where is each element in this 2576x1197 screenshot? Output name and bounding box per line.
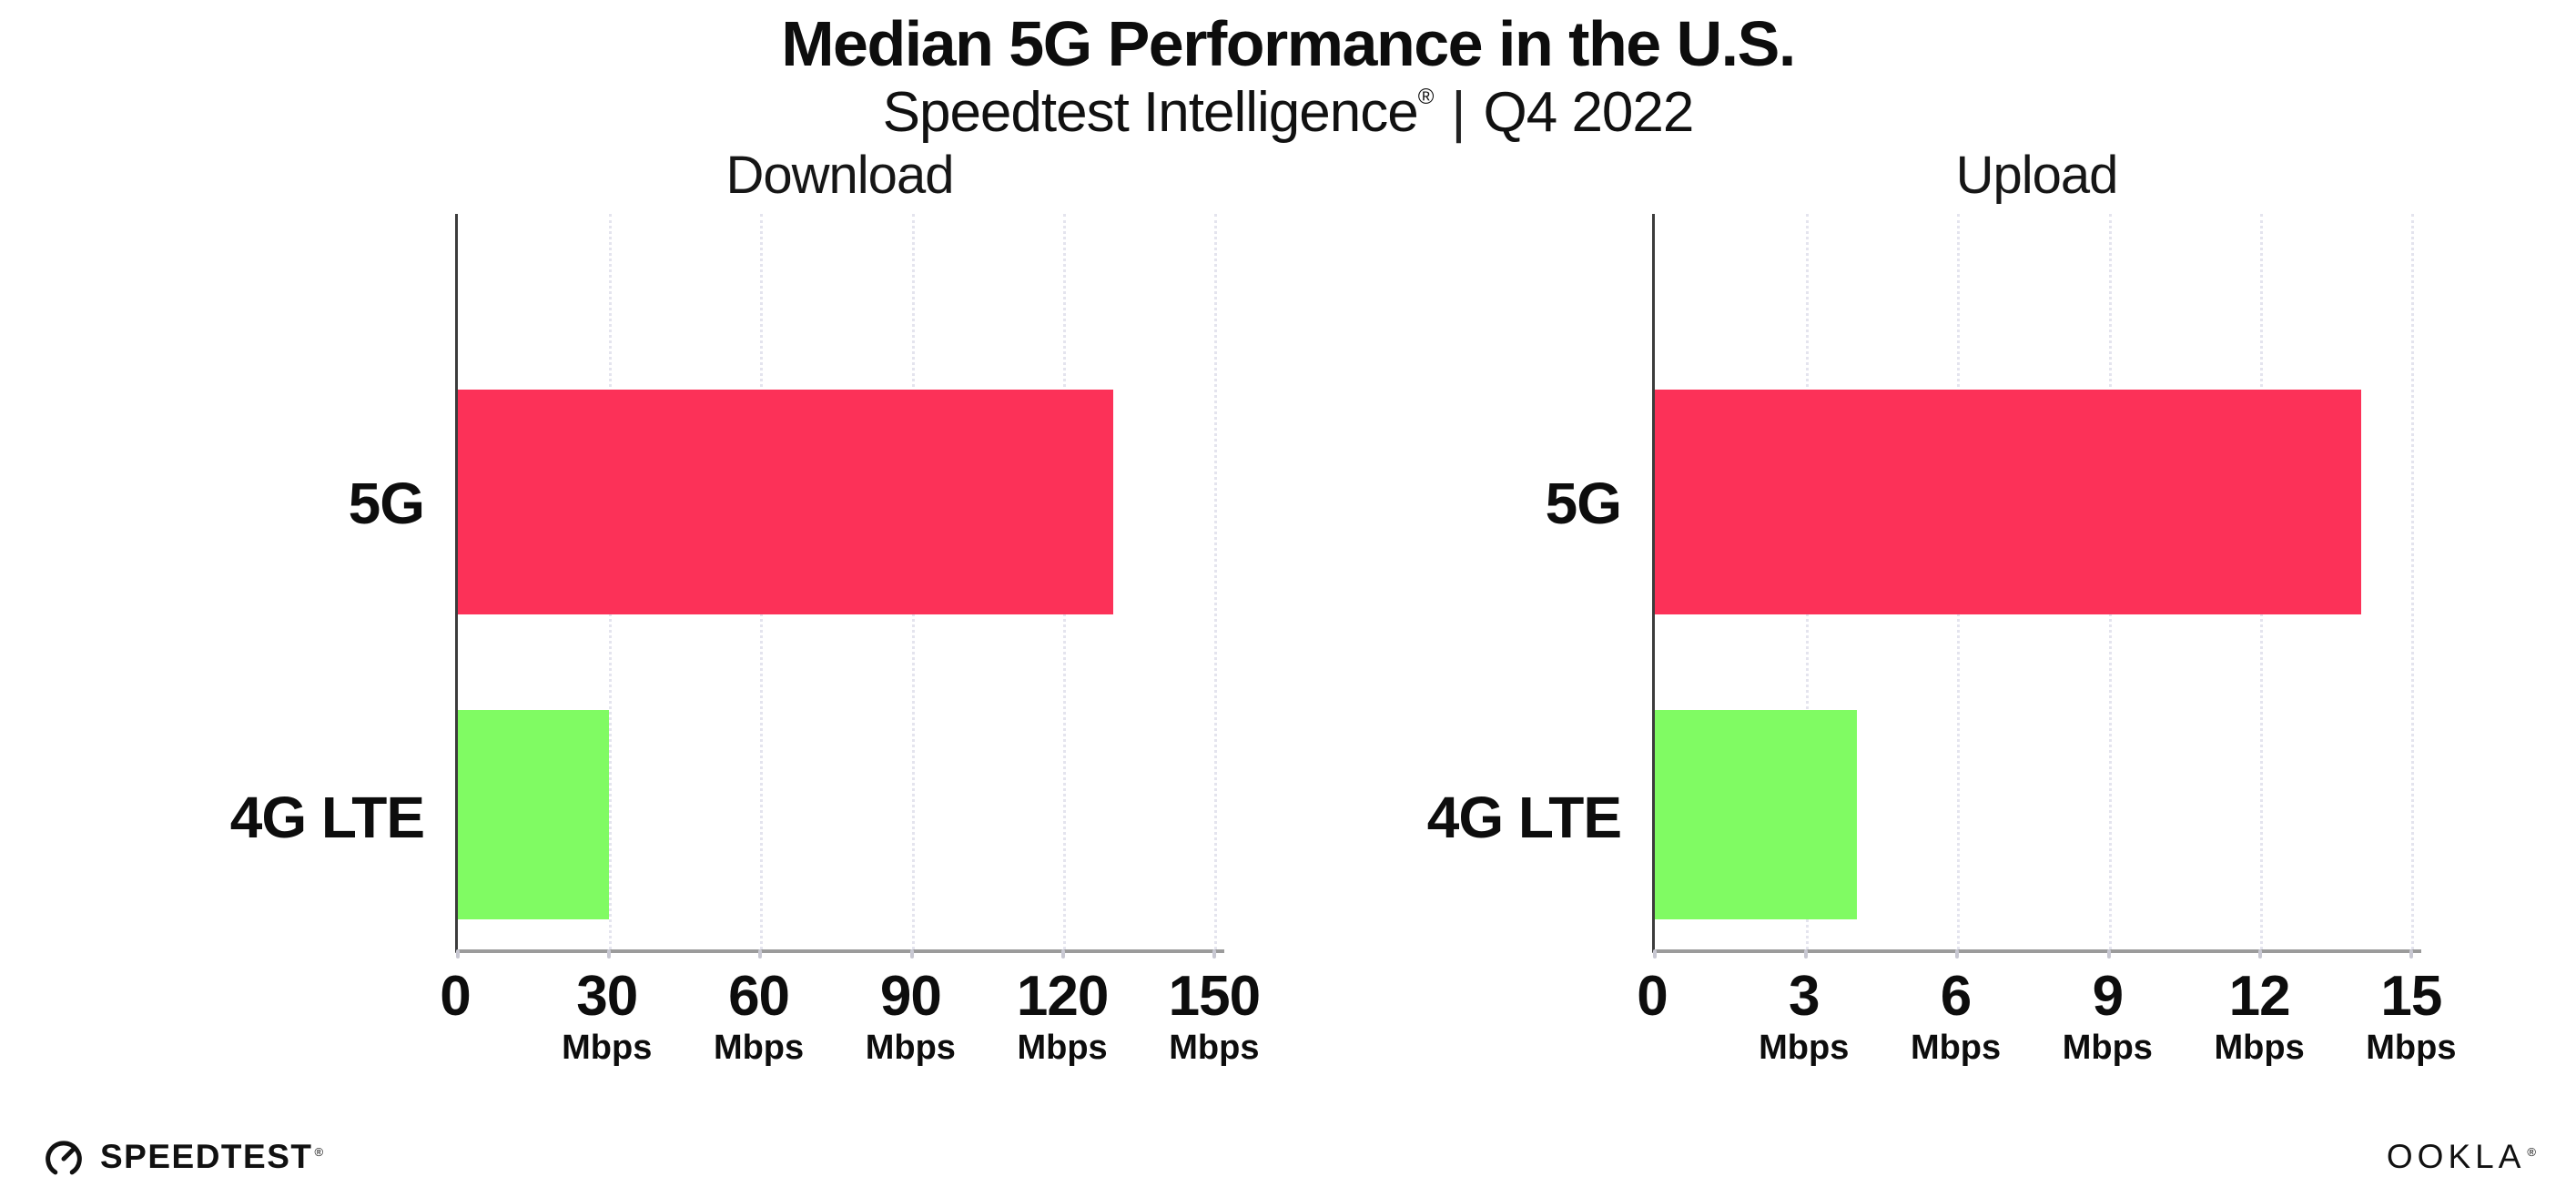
- x-tick-label: 0: [1637, 964, 1668, 1028]
- x-tick-label: 3 Mbps: [1759, 964, 1850, 1069]
- bar-4g-lte: [1655, 709, 1857, 920]
- x-tick-unit: Mbps: [865, 1028, 956, 1067]
- category-label-5g: 5G: [348, 471, 425, 537]
- axis-tick: [758, 948, 763, 959]
- x-tick-value: 60: [728, 964, 790, 1028]
- y-axis-labels: 5G 4G LTE: [1352, 214, 1652, 953]
- x-tick-label: 150 Mbps: [1168, 964, 1261, 1069]
- speedtest-logo: SPEEDTEST ®: [40, 1133, 323, 1181]
- x-tick-label: 6 Mbps: [1910, 964, 2002, 1069]
- axis-tick: [2257, 948, 2262, 959]
- ookla-registered-mark: ®: [2527, 1145, 2536, 1159]
- x-tick-value: 0: [440, 964, 471, 1028]
- axis-tick: [1955, 948, 1960, 959]
- x-tick-label: 0: [440, 964, 471, 1028]
- speedtest-registered-mark: ®: [314, 1145, 324, 1159]
- chart-download: Download 5G 4G LTE 0 30 Mbps 60 Mbps 90 Mbps 120…: [155, 145, 1261, 1124]
- gridline: [1213, 213, 1217, 949]
- axis-tick: [607, 948, 612, 959]
- ookla-logo: OOKLA ®: [2387, 1138, 2536, 1176]
- x-tick-unit: Mbps: [2214, 1028, 2305, 1067]
- charts-row: Download 5G 4G LTE 0 30 Mbps 60 Mbps 90 Mbps 120…: [0, 145, 2576, 1124]
- x-tick-unit: Mbps: [2062, 1028, 2153, 1067]
- bar-4g-lte: [458, 709, 610, 920]
- axis-tick: [1804, 948, 1809, 959]
- plot-area-upload: [1652, 213, 2421, 959]
- category-label-4g-lte: 4G LTE: [229, 785, 425, 851]
- bar-5g: [458, 390, 1114, 614]
- footer: SPEEDTEST ® OOKLA ®: [0, 1133, 2576, 1181]
- x-tick-value: 150: [1168, 964, 1261, 1028]
- x-tick-label: 15 Mbps: [2366, 964, 2457, 1069]
- x-tick-label: 9 Mbps: [2062, 964, 2153, 1069]
- x-tick-unit: Mbps: [1910, 1028, 2002, 1067]
- category-label-5g: 5G: [1545, 471, 1622, 537]
- axis-tick: [1212, 948, 1216, 959]
- category-label-4g-lte: 4G LTE: [1426, 785, 1622, 851]
- x-tick-value: 90: [879, 964, 942, 1028]
- ookla-wordmark: OOKLA: [2386, 1138, 2526, 1175]
- gridline: [2410, 213, 2414, 949]
- x-tick-value: 6: [1940, 964, 1972, 1028]
- axis-tick: [1060, 948, 1065, 959]
- x-tick-label: 120 Mbps: [1016, 964, 1109, 1069]
- x-tick-value: 9: [2092, 964, 2124, 1028]
- axis-tick: [909, 948, 914, 959]
- x-tick-value: 12: [2228, 964, 2291, 1028]
- subtitle-period: Q4 2022: [1483, 80, 1695, 144]
- page-title: Median 5G Performance in the U.S.: [781, 8, 1796, 79]
- x-tick-unit: Mbps: [1017, 1028, 1108, 1067]
- x-tick-value: 0: [1637, 964, 1668, 1028]
- x-tick-value: 120: [1016, 964, 1109, 1028]
- x-tick-value: 30: [576, 964, 638, 1028]
- header: Median 5G Performance in the U.S. Speedt…: [0, 0, 2576, 143]
- x-tick-unit: Mbps: [1169, 1028, 1260, 1067]
- speedtest-wordmark: SPEEDTEST: [100, 1138, 313, 1175]
- x-tick-unit: Mbps: [1759, 1028, 1850, 1067]
- x-tick-label: 90 Mbps: [865, 964, 956, 1069]
- x-tick-value: 3: [1789, 964, 1820, 1028]
- x-tick-unit: Mbps: [2366, 1028, 2457, 1067]
- x-tick-label: 60 Mbps: [713, 964, 805, 1069]
- plot-area-download: [455, 213, 1224, 959]
- x-tick-label: 30 Mbps: [562, 964, 653, 1069]
- speedtest-gauge-icon: [46, 1141, 82, 1175]
- subtitle-brand: Speedtest Intelligence: [882, 80, 1419, 144]
- x-tick-value: 15: [2380, 964, 2442, 1028]
- chart-upload: Upload 5G 4G LTE 0 3 Mbps 6 Mbps 9 Mbps 12 Mbps 15…: [1352, 145, 2457, 1124]
- axis-tick: [456, 948, 460, 959]
- page-subtitle: Speedtest Intelligence® | Q4 2022: [0, 80, 2576, 144]
- x-tick-label: 12 Mbps: [2214, 964, 2305, 1069]
- axis-tick: [2106, 948, 2111, 959]
- axis-tick: [2409, 948, 2413, 959]
- y-axis-labels: 5G 4G LTE: [155, 214, 455, 953]
- chart-title-upload: Upload: [1955, 145, 2119, 205]
- x-axis-download: 0 30 Mbps 60 Mbps 90 Mbps 120 Mbps 150 Mbps: [440, 964, 1261, 1124]
- x-tick-unit: Mbps: [713, 1028, 805, 1067]
- x-axis-upload: 0 3 Mbps 6 Mbps 9 Mbps 12 Mbps 15 Mbps: [1637, 964, 2456, 1124]
- subtitle-separator: |: [1451, 80, 1465, 144]
- x-tick-unit: Mbps: [562, 1028, 653, 1067]
- bar-5g: [1655, 390, 2361, 614]
- registered-mark: ®: [1417, 84, 1435, 109]
- chart-title-download: Download: [725, 145, 955, 205]
- axis-tick: [1653, 948, 1657, 959]
